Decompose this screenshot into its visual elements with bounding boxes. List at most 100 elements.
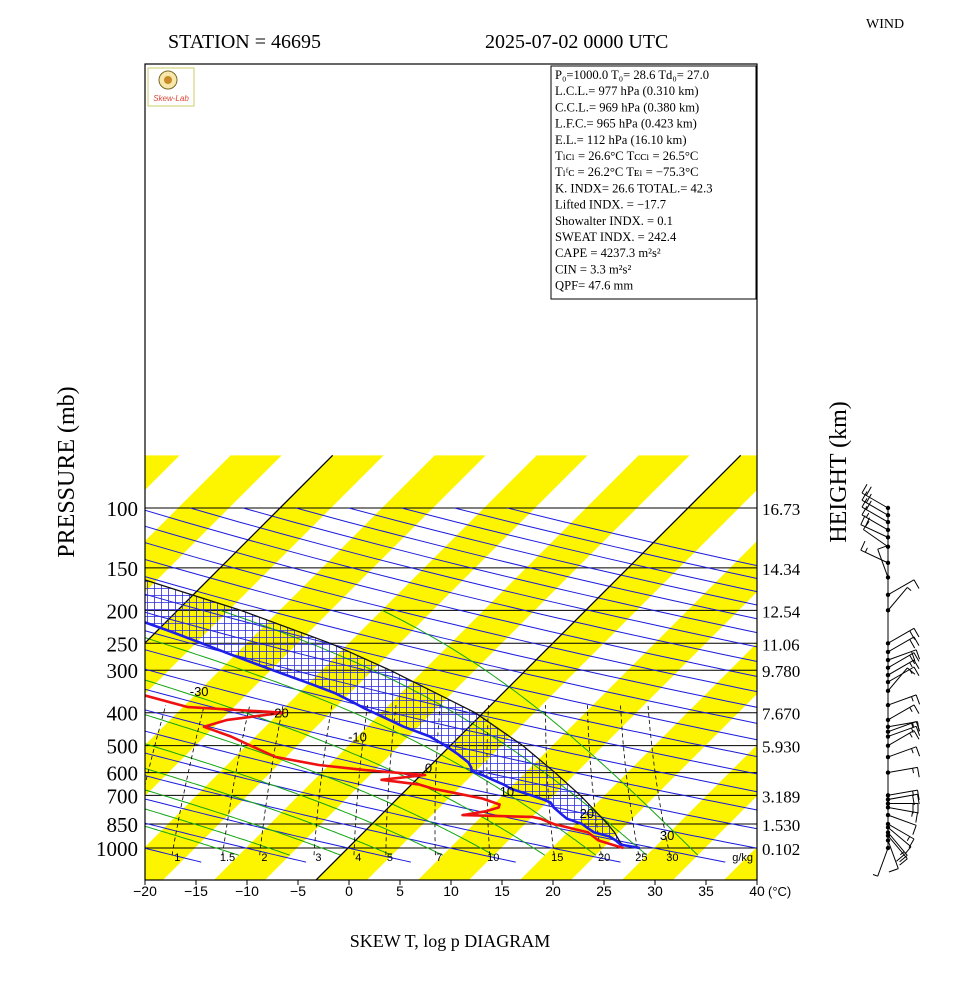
mixing-ratio-line [587, 705, 602, 856]
moist-adiabat [145, 679, 546, 856]
pressure-tick-label: 250 [107, 632, 139, 656]
isotherm-band [316, 455, 757, 880]
isotherm-band [214, 455, 690, 880]
wind-barb [887, 659, 920, 676]
height-tick-label: 16.73 [762, 500, 800, 519]
dry-adiabat [145, 558, 757, 708]
mixing-ratio-line [434, 705, 441, 856]
index-line: K. INDX= 26.6 TOTAL.= 42.3 [555, 181, 713, 195]
wind-barb [861, 505, 889, 531]
mixing-ratio-label: 20 [598, 852, 610, 864]
moist-adiabat [145, 825, 239, 856]
index-line: Tₗᴄₗ = 26.6°C Tᴄᴄₗ = 26.5°C [555, 149, 698, 163]
height-tick-label: 11.06 [762, 635, 800, 654]
cape-area [145, 579, 621, 843]
moist-adiabat [145, 637, 597, 856]
wind-barb [861, 484, 889, 509]
pressure-tick-label: 850 [107, 813, 139, 837]
mixing-ratio-line [353, 705, 368, 856]
wind-barb [887, 835, 908, 866]
x-tick-label: −20 [133, 883, 157, 899]
wind-barb [887, 667, 916, 692]
mixing-ratio-label: 2 [261, 852, 267, 864]
wind-barb [860, 540, 889, 564]
pressure-tick-label: 700 [107, 784, 139, 808]
pressure-tick-label: 500 [107, 735, 139, 759]
height-tick-label: 7.670 [762, 705, 800, 724]
station-title: STATION = 46695 [168, 31, 321, 53]
series-temperature-line [145, 620, 640, 850]
height-tick-label: 0.102 [762, 840, 800, 859]
x-axis-unit: (°C) [768, 884, 791, 899]
dry-adiabat [145, 593, 757, 741]
mixing-ratio-label: 30 [666, 852, 678, 864]
isotherm-label: -50 [42, 627, 61, 642]
wind-barb [887, 823, 915, 848]
isotherm-label: 30 [660, 828, 674, 843]
dry-adiabat [145, 525, 757, 677]
x-tick-label: 40 [749, 883, 765, 899]
pressure-tick-label: 100 [107, 497, 139, 521]
wind-barb [860, 515, 889, 538]
wind-barb [887, 694, 921, 706]
isotherm-stripes [145, 455, 960, 881]
mixing-ratio-line [222, 705, 251, 856]
moist-adiabat [145, 714, 495, 856]
mixing-ratio-label: 4 [355, 852, 361, 864]
mixing-ratio-label: 5 [387, 852, 393, 864]
moist-adiabat [145, 767, 392, 856]
pressure-tick-label: 600 [107, 762, 139, 786]
dry-adiabat [145, 730, 726, 863]
wind-barb [887, 579, 920, 596]
index-line: CAPE = 4237.3 m²s² [555, 246, 661, 260]
isotherm-band [927, 455, 960, 881]
index-line: E.L.= 112 hPa (16.10 km) [555, 133, 687, 147]
x-tick-label: −5 [290, 883, 306, 899]
dry-adiabat [145, 775, 516, 863]
wind-barb [887, 806, 918, 823]
series-dewpoint-line [145, 694, 624, 850]
moist-adiabat [382, 609, 699, 856]
mixing-ratio-label: 1 [174, 852, 180, 864]
wind-barb [861, 491, 889, 516]
height-tick-label: 5.930 [762, 738, 800, 757]
wind-barb [887, 814, 917, 835]
axes: 100150200250300400500600700850100016.731… [96, 497, 801, 899]
index-line: L.F.C.= 965 hPa (0.423 km) [555, 117, 697, 131]
x-tick-label: 5 [396, 883, 404, 899]
isotherm-band [621, 744, 757, 880]
wind-barb [872, 847, 889, 877]
wind-barb [877, 545, 889, 578]
wind-barb [887, 627, 920, 644]
dry-adiabat [145, 668, 757, 811]
wind-barb [887, 725, 921, 737]
pressure-tick-label: 200 [107, 599, 139, 623]
logo-text: Skew-Lab [153, 94, 189, 103]
wind-barb [887, 730, 920, 747]
wind-profile [860, 484, 921, 877]
x-tick-label: 35 [698, 883, 714, 899]
mixing-ratio-unit-label: g/kg [732, 852, 753, 864]
x-tick-label: 25 [596, 883, 612, 899]
mixing-ratio-label: 25 [635, 852, 647, 864]
isotherm-band [145, 455, 180, 491]
mixing-ratio-line [313, 705, 333, 856]
y2-axis-label: HEIGHT (km) [826, 401, 852, 543]
isotherm-label: 0 [425, 761, 432, 776]
wind-barb [887, 704, 920, 721]
dry-adiabat [145, 649, 757, 793]
index-line: CIN = 3.3 m²s² [555, 262, 631, 276]
mixing-ratio-line [171, 705, 205, 856]
wind-barb [887, 840, 899, 873]
isotherm-label: -20 [270, 706, 289, 721]
mixing-ratio-line [259, 705, 284, 856]
isotherm-band [723, 846, 757, 880]
indices-box: P₀=1000.0 T₀= 28.6 Td₀= 27.0 L.C.L.= 977 … [550, 65, 757, 300]
zero-isotherm [145, 454, 742, 880]
index-line: SWEAT INDX. = 242.4 [555, 230, 677, 244]
isotherm-band [145, 455, 282, 592]
indices-text: P₀=1000.0 T₀= 28.6 Td₀= 27.0 L.C.L.= 977 … [555, 68, 713, 293]
x-tick-label: 10 [443, 883, 459, 899]
